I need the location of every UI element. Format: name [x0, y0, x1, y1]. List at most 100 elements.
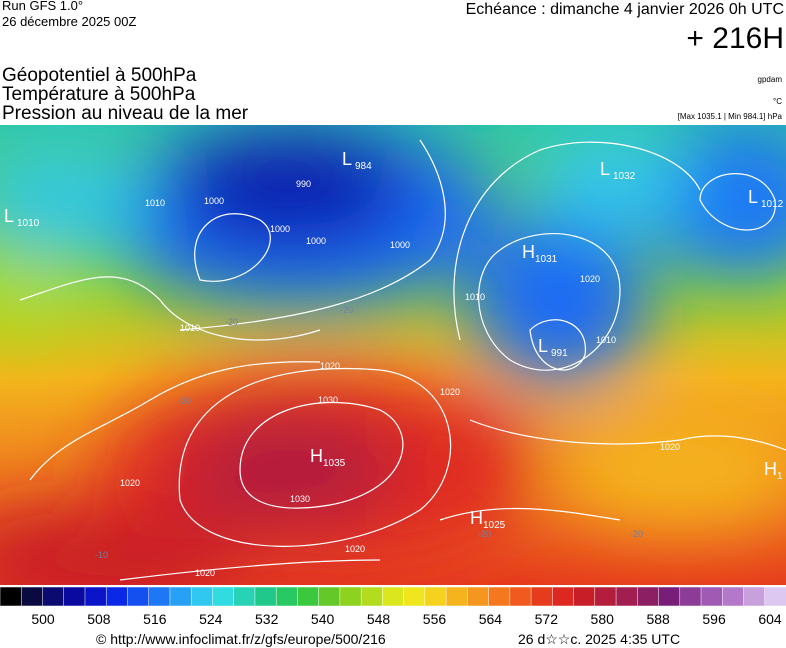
color-swatch — [169, 586, 192, 607]
center-value: 1025 — [483, 520, 506, 531]
center-symbol: L — [342, 149, 352, 169]
isobar-label: 1000 — [204, 196, 224, 206]
run: Run GFS 1.0° — [2, 0, 83, 13]
isobar-label: 1010 — [145, 198, 165, 208]
center-value: 984 — [355, 161, 372, 172]
color-swatch — [700, 586, 724, 607]
color-swatch — [573, 586, 596, 607]
center-symbol: H — [310, 446, 323, 466]
colorbar-label: 540 — [311, 611, 335, 627]
isobar-label: 1020 — [345, 544, 365, 554]
field: Géopotentiel à 500hPa — [2, 65, 197, 86]
valid-time: Echéance : dimanche 4 janvier 2026 0h UT… — [466, 1, 784, 18]
isobar-label: 1020 — [580, 274, 600, 284]
unit: °C — [773, 97, 782, 106]
color-swatch — [105, 586, 129, 607]
center-symbol: H — [522, 242, 535, 262]
color-swatch — [360, 586, 384, 607]
color-swatch — [42, 586, 65, 607]
color-swatch — [722, 586, 745, 607]
center-value: 991 — [551, 348, 568, 359]
isobar-label: 1010 — [180, 323, 200, 333]
isobar-label: 1000 — [270, 224, 290, 234]
center-value: 1010 — [17, 218, 40, 229]
colorbar-label: 564 — [479, 611, 503, 627]
color-swatch — [84, 586, 107, 607]
color-swatch — [679, 586, 702, 607]
color-swatch — [637, 586, 660, 607]
isobar-label: 1020 — [120, 478, 140, 488]
colorbar-label: 596 — [702, 611, 726, 627]
color-swatch — [63, 586, 86, 607]
footer-stamp: 26 d☆☆c. 2025 4:35 UTC — [518, 631, 680, 647]
isotherm-label: -20 — [340, 305, 353, 315]
color-swatch — [275, 586, 299, 607]
isotherm-label: -20 — [178, 396, 191, 406]
center-value: 1 — [777, 471, 783, 482]
color-swatch — [297, 586, 320, 607]
colorbar: 500 508 516 524 532 540 548 556 564 572 580 588 596 6… — [0, 586, 786, 627]
color-swatch — [0, 586, 22, 607]
isobar-label: 1020 — [440, 387, 460, 397]
color-swatch — [127, 586, 150, 607]
color-swatch — [552, 586, 575, 607]
color-swatch — [594, 586, 617, 607]
color-swatch — [20, 586, 44, 607]
isobar-label: 1020 — [660, 442, 680, 452]
colorbar-label: 532 — [255, 611, 279, 627]
color-swatch — [339, 586, 362, 607]
colorbar-label: 556 — [423, 611, 447, 627]
footer-url: © http://www.infoclimat.fr/z/gfs/europe/… — [96, 631, 386, 647]
map — [0, 125, 786, 585]
unit: [Max 1035.1 | Min 984.1] hPa — [678, 112, 783, 121]
center-symbol: L — [538, 336, 548, 356]
isobar-label: 1010 — [465, 292, 485, 302]
isobar-label: 1010 — [596, 335, 616, 345]
color-swatch — [467, 586, 490, 607]
color-swatch — [233, 586, 256, 607]
field: Température à 500hPa — [2, 84, 196, 105]
color-swatch — [509, 586, 532, 607]
isobar-label: 990 — [296, 179, 311, 189]
colorbar-label: 572 — [535, 611, 559, 627]
isobar-label: 1020 — [195, 568, 215, 578]
colorbar-label: 524 — [199, 611, 223, 627]
colorbar-label: 548 — [367, 611, 391, 627]
colorbar-label: 516 — [143, 611, 167, 627]
color-swatch — [212, 586, 235, 607]
color-swatch — [382, 586, 405, 607]
isotherm-label: -10 — [95, 550, 108, 560]
isobar-label: 1000 — [306, 236, 326, 246]
center-symbol: H — [764, 459, 777, 479]
run-date: 26 décembre 2025 00Z — [2, 14, 136, 29]
center-value: 1035 — [323, 458, 346, 469]
field: Pression au niveau de la mer — [2, 103, 249, 124]
colorbar-label: 580 — [591, 611, 615, 627]
color-swatch — [190, 586, 214, 607]
unit: gpdam — [758, 75, 783, 84]
colorbar-label: 588 — [646, 611, 670, 627]
color-swatch — [764, 586, 786, 607]
isotherm-label: -20 — [225, 317, 238, 327]
center-symbol: L — [4, 206, 14, 226]
isobar-label: 1020 — [320, 361, 340, 371]
colorbar-label: 604 — [758, 611, 782, 627]
isobar-label: 1000 — [390, 240, 410, 250]
lead-time: + 216H — [686, 22, 784, 55]
color-swatch — [488, 586, 511, 607]
color-swatch — [254, 586, 277, 607]
colorbar-label: 508 — [87, 611, 111, 627]
center-value: 1012 — [761, 199, 784, 210]
color-swatch — [615, 586, 639, 607]
center-value: 1032 — [613, 171, 636, 182]
color-swatch — [148, 586, 171, 607]
color-swatch — [530, 586, 554, 607]
center-symbol: L — [748, 187, 758, 207]
center-symbol: H — [470, 508, 483, 528]
color-swatch — [743, 586, 766, 607]
color-swatch — [424, 586, 447, 607]
isobar-label: 1030 — [318, 395, 338, 405]
center-symbol: L — [600, 159, 610, 179]
isotherm-label: -20 — [478, 529, 491, 539]
